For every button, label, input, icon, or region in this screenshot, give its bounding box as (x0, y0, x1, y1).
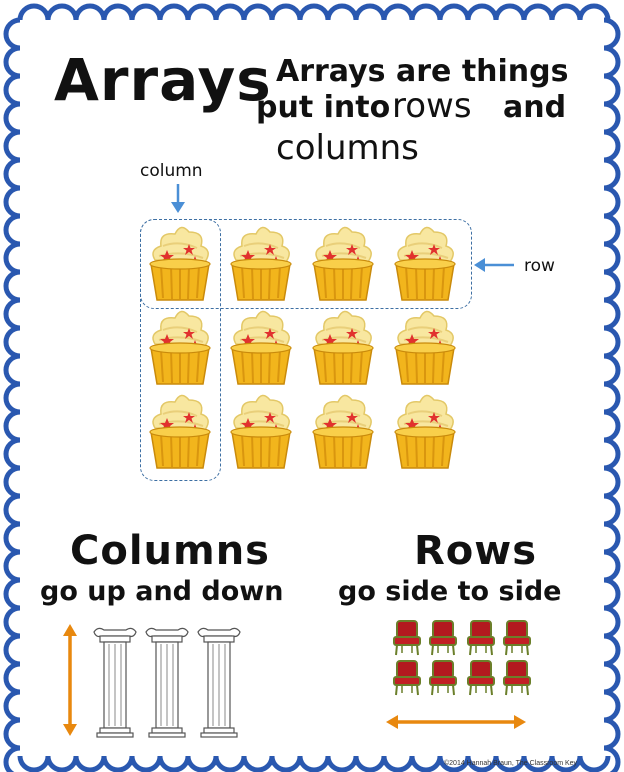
cupcake-icon (390, 222, 460, 304)
chair-icon (502, 620, 532, 656)
chair-icon (466, 620, 496, 656)
vertical-double-arrow-icon (63, 624, 77, 736)
pillar-icon (92, 626, 138, 738)
rows-heading: Rows (414, 528, 538, 574)
columns-heading: Columns (70, 528, 270, 574)
definition-line-2-prefix: put into (256, 90, 391, 125)
cupcake-icon (308, 306, 378, 388)
cupcake-icon (226, 306, 296, 388)
cupcake-icon (226, 222, 296, 304)
chair-icon (392, 620, 422, 656)
definition-line-1: Arrays are things (276, 54, 569, 89)
chair-icon (428, 660, 458, 696)
cupcake-icon (145, 306, 215, 388)
pillar-icon (144, 626, 190, 738)
cupcake-icon (390, 306, 460, 388)
columns-subheading: go up and down (40, 576, 284, 607)
cupcake-icon (145, 390, 215, 472)
chair-icon (392, 660, 422, 696)
cupcake-icon (390, 390, 460, 472)
rows-subheading: go side to side (338, 576, 562, 607)
row-pointer-arrow-icon (474, 258, 514, 272)
row-label: row (524, 256, 555, 276)
column-label: column (140, 161, 203, 181)
page-title: Arrays (54, 46, 272, 114)
definition-line-2-suffix: and (503, 90, 567, 125)
chair-icon (466, 660, 496, 696)
horizontal-double-arrow-icon (386, 715, 526, 729)
cupcake-icon (308, 390, 378, 472)
cupcake-icon (308, 222, 378, 304)
definition-word-columns: columns (276, 128, 419, 168)
definition-word-rows: rows (392, 86, 472, 126)
cupcake-icon (145, 222, 215, 304)
column-pointer-arrow-icon (171, 184, 185, 213)
chair-icon (502, 660, 532, 696)
cupcake-icon (226, 390, 296, 472)
row-outline (140, 219, 472, 309)
pillar-icon (196, 626, 242, 738)
chair-icon (428, 620, 458, 656)
copyright-text: ©2014 Hannah Braun, The Classroom Key (444, 760, 578, 767)
